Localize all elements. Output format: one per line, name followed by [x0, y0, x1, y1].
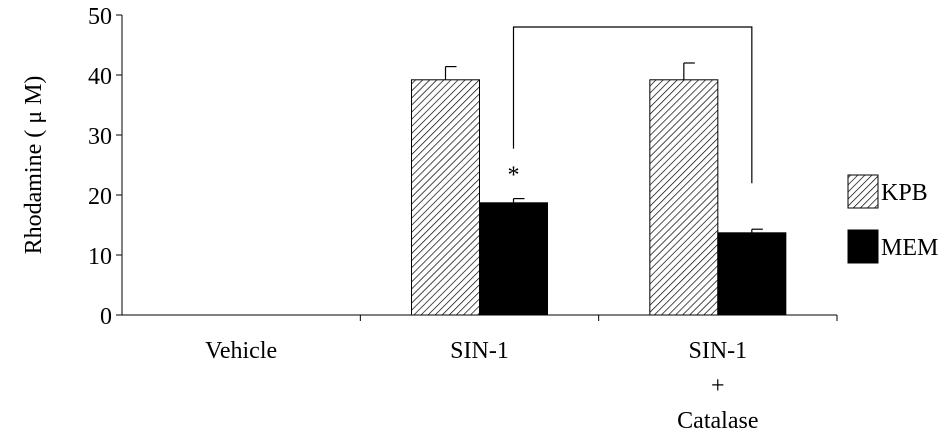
- y-tick-label: 0: [100, 304, 112, 330]
- x-axis-labels: Vehicle SIN-1 SIN-1 + Catalase: [205, 338, 758, 432]
- y-tick-label: 20: [88, 184, 112, 210]
- bars: [411, 62, 787, 316]
- y-tick-label: 10: [88, 244, 112, 270]
- bar-mem: [479, 202, 548, 316]
- significance-bracket: [512, 26, 753, 184]
- x-tick-label: Vehicle: [205, 338, 277, 364]
- bar-kpb: [649, 79, 719, 316]
- y-tick-label: 40: [88, 64, 112, 90]
- x-tick-label: Catalase: [677, 408, 758, 432]
- y-tick-label: 50: [88, 4, 112, 30]
- bar-mem: [717, 232, 787, 316]
- x-tick-label: +: [711, 373, 725, 399]
- annotations: *: [508, 26, 753, 189]
- legend-label-mem: MEM: [881, 235, 938, 261]
- legend: KPB MEM: [847, 174, 938, 264]
- y-axis-label: Rhodamine ( μ M): [21, 76, 47, 255]
- y-axis-ticks: 0 10 20 30 40 50: [88, 4, 838, 330]
- x-tick-label: SIN-1: [450, 338, 509, 364]
- x-tick-label: SIN-1: [688, 338, 747, 364]
- legend-label-kpb: KPB: [881, 180, 928, 206]
- significance-asterisk: *: [508, 163, 520, 189]
- y-tick-label: 30: [88, 124, 112, 150]
- legend-swatch-mem: [847, 229, 879, 264]
- bar-kpb: [411, 79, 480, 316]
- legend-swatch-kpb: [847, 174, 879, 209]
